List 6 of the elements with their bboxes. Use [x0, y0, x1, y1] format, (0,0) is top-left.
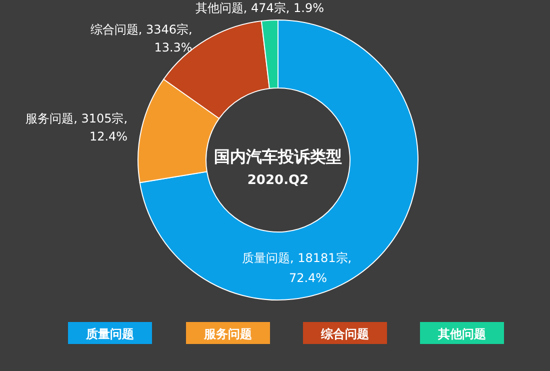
text: 2020.Q2 — [247, 173, 309, 188]
legend-label: 综合问题 — [320, 327, 369, 341]
legend-label: 质量问题 — [85, 327, 134, 341]
legend-label: 其他问题 — [437, 327, 486, 341]
text: 国内汽车投诉类型 — [214, 147, 342, 166]
legend-label: 服务问题 — [203, 327, 252, 341]
